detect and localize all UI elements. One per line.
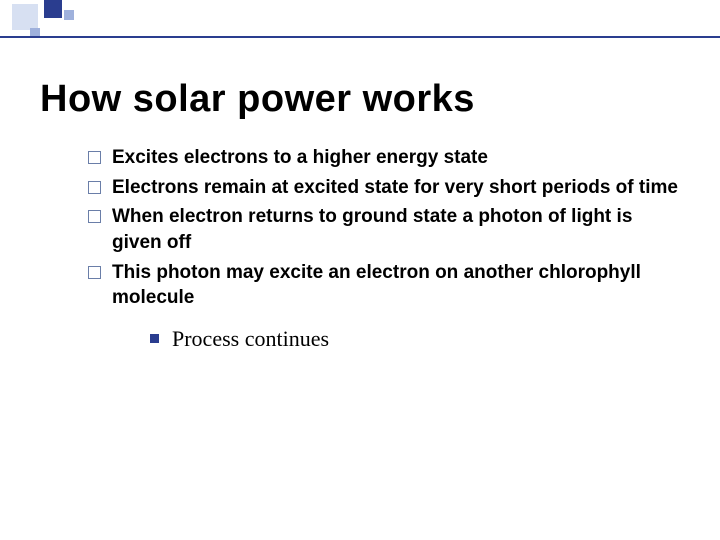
list-item: Excites electrons to a higher energy sta… [88, 145, 680, 171]
list-item: This photon may excite an electron on an… [88, 260, 680, 311]
slide-title: How solar power works [40, 78, 680, 121]
bullet-text: This photon may excite an electron on an… [112, 262, 641, 309]
list-item: When electron returns to ground state a … [88, 204, 680, 255]
slide-body: How solar power works Excites electrons … [0, 0, 720, 353]
bullet-text: When electron returns to ground state a … [112, 206, 632, 253]
list-item: Electrons remain at excited state for ve… [88, 175, 680, 201]
sub-bullet-list: Process continues [40, 325, 680, 354]
list-item: Process continues [150, 325, 680, 354]
sub-bullet-text: Process continues [172, 326, 329, 351]
bullet-text: Excites electrons to a higher energy sta… [112, 147, 488, 168]
bullet-text: Electrons remain at excited state for ve… [112, 177, 678, 198]
bullet-list: Excites electrons to a higher energy sta… [40, 145, 680, 311]
